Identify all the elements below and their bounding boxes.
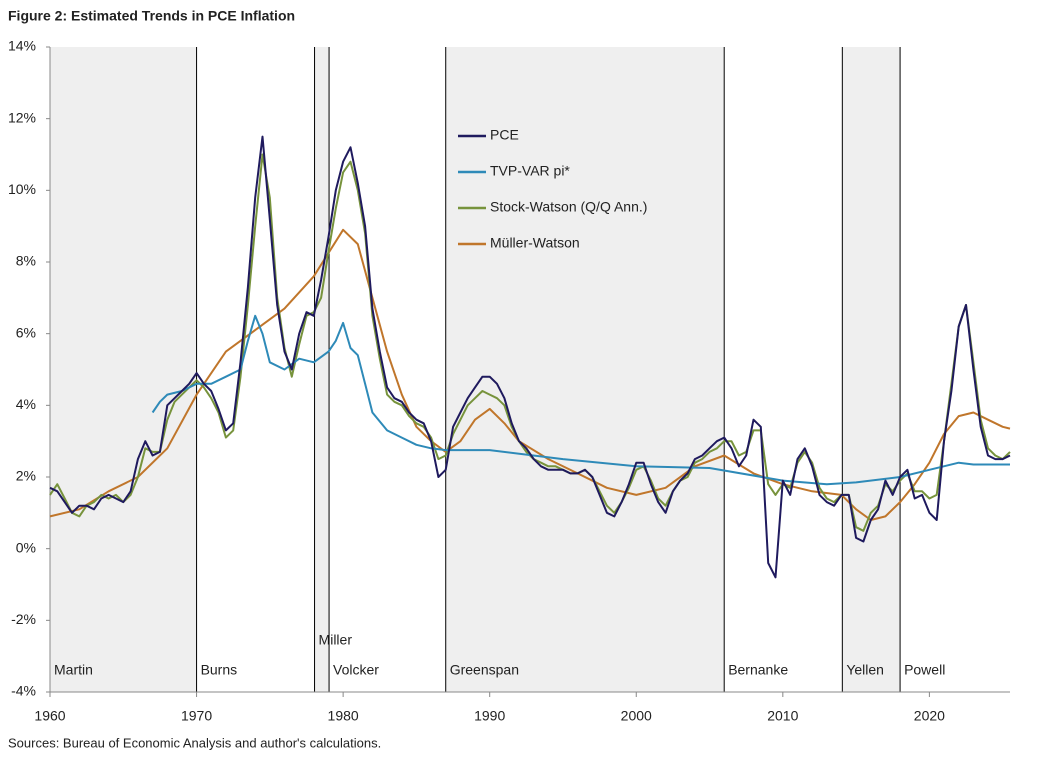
y-tick-label: 12%: [8, 109, 36, 125]
legend-label: Müller-Watson: [490, 235, 580, 251]
series-line: [151, 314, 1010, 486]
y-tick-label: 14%: [8, 38, 36, 54]
y-tick-label: 4%: [16, 396, 36, 412]
era-band: [842, 47, 901, 692]
era-label: Powell: [904, 662, 945, 678]
legend-label: PCE: [490, 127, 519, 143]
y-tick-label: 8%: [16, 253, 36, 269]
era-label: Yellen: [846, 662, 884, 678]
legend-label: TVP-VAR pi*: [490, 163, 570, 179]
era-band: [50, 47, 197, 692]
era-label: Volcker: [333, 662, 379, 678]
x-tick-label: 1960: [34, 708, 65, 724]
era-band: [445, 47, 725, 692]
y-tick-label: -4%: [11, 683, 36, 699]
chart-title: Figure 2: Estimated Trends in PCE Inflat…: [8, 8, 295, 24]
y-tick-label: 6%: [16, 324, 36, 340]
era-label: Bernanke: [728, 662, 788, 678]
era-label: Greenspan: [450, 662, 519, 678]
y-tick-label: -2%: [11, 611, 36, 627]
legend-label: Stock-Watson (Q/Q Ann.): [490, 199, 647, 215]
era-label: Miller: [319, 632, 353, 648]
y-tick-label: 2%: [16, 468, 36, 484]
series-line: [49, 228, 1011, 521]
x-tick-label: 1970: [181, 708, 212, 724]
source-note: Sources: Bureau of Economic Analysis and…: [8, 735, 381, 750]
y-tick-label: 0%: [16, 539, 36, 555]
x-tick-label: 2020: [914, 708, 945, 724]
era-label: Martin: [54, 662, 93, 678]
x-tick-label: 2000: [621, 708, 652, 724]
series-line: [49, 135, 1011, 579]
x-tick-label: 1980: [328, 708, 359, 724]
era-label: Burns: [201, 662, 238, 678]
x-tick-label: 2010: [767, 708, 798, 724]
x-tick-label: 1990: [474, 708, 505, 724]
era-band: [314, 47, 330, 692]
y-tick-label: 10%: [8, 181, 36, 197]
